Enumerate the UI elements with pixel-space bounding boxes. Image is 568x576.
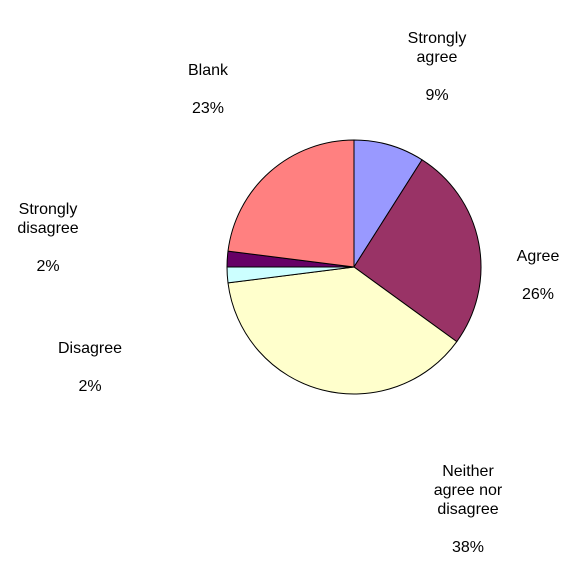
pie-chart <box>226 139 482 395</box>
slice-label-strongly-agree: Strongly agree 9% <box>392 10 482 124</box>
pie-slice-neither-agree-nor-disagree <box>227 266 458 395</box>
slice-name: Strongly disagree <box>17 201 79 237</box>
slice-percent: 2% <box>78 378 102 395</box>
slice-label-neither: Neither agree nor disagree 38% <box>418 443 518 576</box>
slice-percent: 26% <box>521 286 555 303</box>
slice-percent: 23% <box>191 100 225 117</box>
slice-label-disagree: Disagree 2% <box>40 320 140 415</box>
slice-name: Neither agree nor disagree <box>433 463 503 518</box>
slice-name: Disagree <box>57 340 123 357</box>
slice-name: Blank <box>187 62 229 79</box>
slice-name: Agree <box>516 248 560 265</box>
slice-name: Strongly agree <box>407 30 467 66</box>
pie-slice-agree <box>353 159 482 343</box>
slice-label-agree: Agree 26% <box>500 228 568 323</box>
pie-slice-blank <box>227 139 355 268</box>
slice-percent: 9% <box>425 87 449 104</box>
slice-percent: 38% <box>451 539 485 556</box>
slice-label-blank: Blank 23% <box>168 42 248 137</box>
slice-percent: 2% <box>36 258 60 275</box>
slice-label-strongly-disagree: Strongly disagree 2% <box>2 181 94 295</box>
